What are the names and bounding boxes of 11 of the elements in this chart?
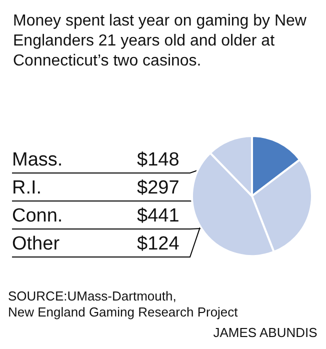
data-label: $124 xyxy=(137,234,180,254)
data-label: $148 xyxy=(137,150,180,170)
data-label: $441 xyxy=(137,206,180,226)
slice-label: Mass. xyxy=(12,150,63,170)
source-note: SOURCE:UMass-Dartmouth, New England Gaming Research Project xyxy=(8,288,238,320)
slice-label: Other xyxy=(12,234,60,254)
slice-label: R.I. xyxy=(12,178,42,198)
text: JAMES ABUNDIS xyxy=(213,325,318,340)
slice-label: Conn. xyxy=(12,206,63,226)
data-label: $297 xyxy=(137,178,180,198)
chart-title: Money spent last year on gaming by New Englanders 21 years old and older at Connecticut’s two casinos. xyxy=(13,12,311,70)
